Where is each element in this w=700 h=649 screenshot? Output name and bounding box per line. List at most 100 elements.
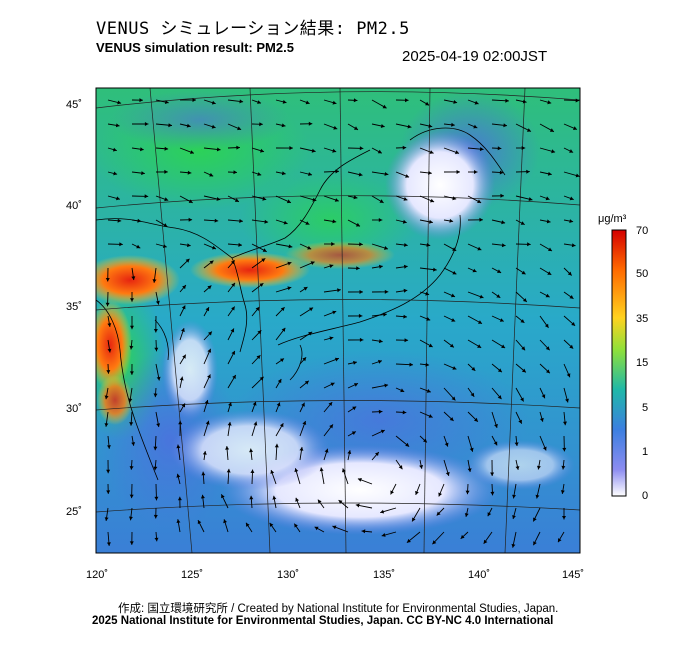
wind-arrow-head xyxy=(497,395,502,400)
wind-arrow-head xyxy=(312,197,317,202)
wind-arrow-head xyxy=(338,500,343,504)
wind-arrow-head xyxy=(541,394,546,399)
wind-arrow-head xyxy=(357,478,362,482)
wind-arrow-head xyxy=(449,218,454,223)
wind-arrow-head xyxy=(310,261,315,265)
wind-arrow-head xyxy=(355,222,360,227)
wind-arrow-head xyxy=(419,465,424,469)
wind-arrow-head xyxy=(514,442,519,446)
coastlines xyxy=(96,127,506,481)
wind-arrow-head xyxy=(207,285,212,290)
wind-arrow-head xyxy=(472,268,477,273)
wind-arrow-head xyxy=(520,319,525,323)
wind-arrow-head xyxy=(358,313,363,318)
wind-arrow-head xyxy=(520,221,525,225)
wind-arrow-head xyxy=(332,525,337,530)
wind-arrow-head xyxy=(347,450,352,454)
wind-arrow-head xyxy=(384,172,389,176)
wind-arrow-head xyxy=(383,312,387,317)
lon-tick-label: 140˚ xyxy=(468,569,490,581)
wind-arrow-head xyxy=(549,128,554,132)
wind-arrow-head xyxy=(317,499,322,504)
wind-arrow-head xyxy=(546,219,551,224)
wind-arrow-head xyxy=(473,124,478,129)
lat-tick-label: 25˚ xyxy=(66,506,82,518)
wind-arrow-head xyxy=(521,368,526,373)
wind-arrow-head xyxy=(425,291,430,296)
wind-arrow-head xyxy=(154,537,159,542)
wind-arrow-head xyxy=(202,451,207,455)
map-frame xyxy=(95,87,581,554)
wind-arrow-head xyxy=(129,494,134,499)
wind-arrow-head xyxy=(187,243,191,248)
wind-arrow-head xyxy=(105,278,110,282)
wind-arrow-head xyxy=(505,98,509,103)
wind-arrow-head xyxy=(112,147,117,152)
wind-arrow-head xyxy=(456,170,460,174)
wind-arrow-head xyxy=(354,383,358,387)
wind-arrow-head xyxy=(478,320,482,324)
wind-arrow-head xyxy=(428,124,433,128)
wind-arrow-head xyxy=(155,300,160,305)
wind-arrow-head xyxy=(227,421,232,426)
wind-arrow-head xyxy=(412,517,416,522)
wind-arrow-head xyxy=(200,494,205,499)
wind-arrow-head xyxy=(483,539,488,544)
wind-arrow-head xyxy=(164,197,169,202)
wind-arrow-head xyxy=(467,468,472,472)
wind-arrow-head xyxy=(287,286,292,291)
wind-arrow-head xyxy=(398,465,403,470)
wind-arrow-head xyxy=(188,217,193,222)
wind-arrow-head xyxy=(545,293,550,298)
wind-arrow-head xyxy=(384,383,389,388)
wind-arrow-head xyxy=(404,338,409,343)
title-en: VENUS simulation result: PM2.5 xyxy=(96,40,294,55)
wind-arrow-head xyxy=(548,247,552,251)
wind-arrow-head xyxy=(353,98,358,103)
graticule xyxy=(96,88,580,553)
wind-arrow-head xyxy=(499,318,504,322)
wind-arrow-head xyxy=(153,393,158,398)
wind-arrow-head xyxy=(355,503,360,508)
wind-arrow-head xyxy=(208,331,212,336)
wind-arrow-head xyxy=(104,423,109,427)
wind-arrow-head xyxy=(426,389,431,393)
wind-arrow-head xyxy=(257,100,261,104)
wind-arrow-head xyxy=(176,473,181,478)
wind-arrow-head xyxy=(331,242,335,246)
wind-arrow-head xyxy=(403,314,407,319)
wind-arrow-head xyxy=(286,199,291,204)
wind-arrow-head xyxy=(537,465,541,470)
wind-arrow-head xyxy=(451,396,456,401)
wind-arrow-head xyxy=(231,350,235,355)
wind-arrow-head xyxy=(384,246,388,250)
wind-arrow-head xyxy=(107,348,112,353)
wind-arrow-head xyxy=(378,218,383,222)
wind-arrow-head xyxy=(137,218,142,223)
wind-arrow-head xyxy=(501,220,506,225)
wind-arrow-head xyxy=(236,145,240,150)
wind-arrow-head xyxy=(153,514,158,519)
wind-arrow-head xyxy=(144,194,149,199)
wind-arrow-head xyxy=(497,368,502,373)
wind-arrow-head xyxy=(405,442,410,447)
wind-arrow-head xyxy=(281,327,286,332)
wind-arrow-head xyxy=(129,371,134,375)
wind-arrow-head xyxy=(119,242,123,247)
wind-arrow-head xyxy=(334,357,339,362)
pm25-map: 45˚ 40˚ 35˚ 30˚ 25˚ 120˚ 125˚ 130˚ 135˚ … xyxy=(66,87,648,581)
wind-arrow-head xyxy=(176,444,181,449)
wind-arrow-head xyxy=(211,124,216,129)
wind-arrow-head xyxy=(302,357,307,362)
wind-arrow-head xyxy=(479,294,484,299)
wind-arrow-head xyxy=(164,146,169,151)
wind-arrow-head xyxy=(569,344,574,349)
wind-arrow-head xyxy=(304,380,309,385)
wind-vectors xyxy=(104,98,580,548)
lat-tick-label: 30˚ xyxy=(66,403,82,415)
wind-arrow-head xyxy=(490,472,495,476)
wind-arrow-head xyxy=(154,496,159,501)
wind-arrow-head xyxy=(192,98,196,102)
wind-arrow-head xyxy=(569,196,574,201)
wind-arrow-head xyxy=(190,150,194,154)
